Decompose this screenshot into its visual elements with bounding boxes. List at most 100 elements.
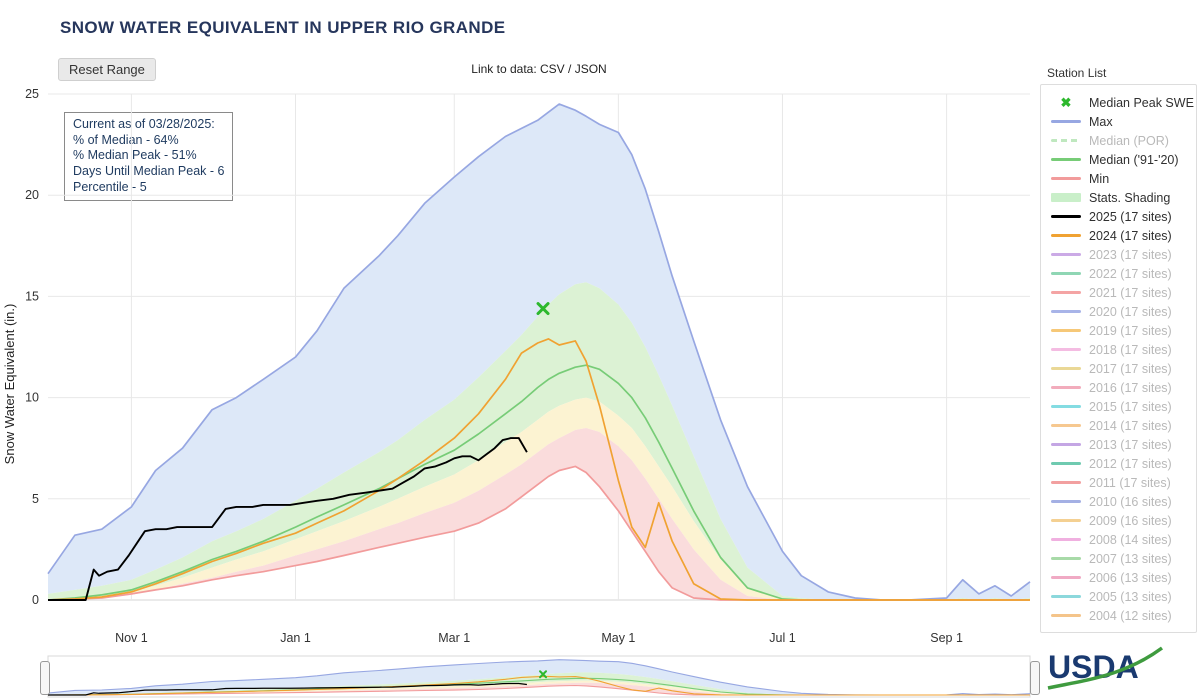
legend-item-label: Max (1089, 114, 1113, 129)
reset-range-button[interactable]: Reset Range (58, 58, 156, 81)
legend-item-median-91-20-[interactable]: Median ('91-'20) (1051, 150, 1196, 169)
series-swatch-icon (1051, 310, 1081, 313)
series-swatch-icon (1051, 443, 1081, 446)
legend-item-2023-17-sites-[interactable]: 2023 (17 sites) (1051, 245, 1196, 264)
legend-item-label: 2015 (17 sites) (1089, 399, 1172, 414)
legend-item-label: Median (POR) (1089, 133, 1169, 148)
series-swatch-icon (1051, 158, 1081, 161)
legend-item-label: 2007 (13 sites) (1089, 551, 1172, 566)
csv-link[interactable]: CSV (540, 62, 565, 76)
y-tick-label: 25 (25, 87, 39, 101)
legend-item-2015-17-sites-[interactable]: 2015 (17 sites) (1051, 397, 1196, 416)
legend-item-2017-17-sites-[interactable]: 2017 (17 sites) (1051, 359, 1196, 378)
annotation-line: % of Median - 64% (73, 132, 179, 147)
series-swatch-icon (1051, 576, 1081, 579)
median-peak-marker-icon: ✖ (1060, 95, 1072, 110)
link-to-data-label: Link to data: (471, 62, 540, 76)
legend-item-label: 2017 (17 sites) (1089, 361, 1172, 376)
station-list-label: Station List (1047, 66, 1107, 80)
legend-item-2007-13-sites-[interactable]: 2007 (13 sites) (1051, 549, 1196, 568)
legend-item-label: 2013 (17 sites) (1089, 437, 1172, 452)
annotation-line: % Median Peak - 51% (73, 148, 197, 163)
legend-item-2018-17-sites-[interactable]: 2018 (17 sites) (1051, 340, 1196, 359)
legend-item-2014-17-sites-[interactable]: 2014 (17 sites) (1051, 416, 1196, 435)
legend-item-min[interactable]: Min (1051, 169, 1196, 188)
main-chart[interactable]: 0 5 10 15 20 25 Nov 1 Jan 1 Mar 1 May 1 Jul 1 Sep 1… (0, 84, 1040, 656)
legend-item-stats-shading[interactable]: Stats. Shading (1051, 188, 1196, 207)
legend-item-label: 2023 (17 sites) (1089, 247, 1172, 262)
series-swatch-icon (1051, 234, 1081, 237)
annotation-line: Percentile - 5 (73, 179, 147, 194)
stats-shading-band-max-to-p70 (48, 659, 1030, 695)
series-swatch-icon (1051, 614, 1081, 617)
legend-item-2021-17-sites-[interactable]: 2021 (17 sites) (1051, 283, 1196, 302)
range-handle-right[interactable] (1030, 661, 1040, 695)
legend-item-label: 2024 (17 sites) (1089, 228, 1172, 243)
legend-item-label: Median Peak SWE (1089, 95, 1194, 110)
series-swatch-icon (1051, 519, 1081, 522)
legend-item-2019-17-sites-[interactable]: 2019 (17 sites) (1051, 321, 1196, 340)
median-peak-swe-marker (536, 302, 550, 316)
legend-item-label: 2022 (17 sites) (1089, 266, 1172, 281)
legend-item-2008-14-sites-[interactable]: 2008 (14 sites) (1051, 530, 1196, 549)
series-swatch-icon (1051, 367, 1081, 370)
series-swatch-icon (1051, 405, 1081, 408)
range-slider[interactable] (0, 655, 1040, 699)
y-tick-label: 10 (25, 391, 39, 405)
legend-item-2004-12-sites-[interactable]: 2004 (12 sites) (1051, 606, 1196, 625)
link-separator: / (564, 62, 575, 76)
json-link[interactable]: JSON (574, 62, 607, 76)
y-axis-title: Snow Water Equivalent (in.) (2, 304, 17, 465)
series-swatch-icon (1051, 177, 1081, 180)
legend-item-label: 2020 (17 sites) (1089, 304, 1172, 319)
legend-item-max[interactable]: Max (1051, 112, 1196, 131)
legend-item-label: 2004 (12 sites) (1089, 608, 1172, 623)
legend-item-label: 2006 (13 sites) (1089, 570, 1172, 585)
stats-shading-band-p30-to-p10 (48, 397, 1030, 600)
stats-shading-band-p70-to-p30 (48, 282, 1030, 600)
legend-item-median-peak-swe[interactable]: ✖ Median Peak SWE (1051, 93, 1196, 112)
legend-item-label: 2018 (17 sites) (1089, 342, 1172, 357)
series-swatch-icon (1051, 272, 1081, 275)
series-y2025-line (48, 437, 528, 601)
median-peak-swe-marker (539, 670, 548, 679)
legend-item-label: 2016 (17 sites) (1089, 380, 1172, 395)
legend-item-2009-16-sites-[interactable]: 2009 (16 sites) (1051, 511, 1196, 530)
annotation-line: Current as of 03/28/2025: (73, 117, 215, 131)
legend-item-2010-16-sites-[interactable]: 2010 (16 sites) (1051, 492, 1196, 511)
usda-swoosh-icon (1047, 646, 1164, 690)
legend-item-2013-17-sites-[interactable]: 2013 (17 sites) (1051, 435, 1196, 454)
legend-item-label: 2021 (17 sites) (1089, 285, 1172, 300)
legend-item-label: 2025 (17 sites) (1089, 209, 1172, 224)
series-swatch-icon (1051, 193, 1081, 202)
y-tick-label: 5 (32, 492, 39, 506)
current-conditions-annotation: Current as of 03/28/2025:% of Median - 6… (64, 112, 234, 202)
series-y2025-line (48, 682, 527, 696)
legend-panel: ✖ Median Peak SWE Max Median (POR) Median ('… (1040, 84, 1197, 633)
legend-item-2024-17-sites-[interactable]: 2024 (17 sites) (1051, 226, 1196, 245)
x-tick-label: Nov 1 (115, 631, 148, 645)
series-swatch-icon (1051, 424, 1081, 427)
legend-item-2022-17-sites-[interactable]: 2022 (17 sites) (1051, 264, 1196, 283)
stats-shading-band-max-to-p70 (48, 104, 1030, 600)
legend-item-2016-17-sites-[interactable]: 2016 (17 sites) (1051, 378, 1196, 397)
page-title: SNOW WATER EQUIVALENT IN UPPER RIO GRAND… (60, 18, 506, 37)
legend-item-2025-17-sites-[interactable]: 2025 (17 sites) (1051, 207, 1196, 226)
range-handle-left[interactable] (40, 661, 50, 695)
legend-item-2006-13-sites-[interactable]: 2006 (13 sites) (1051, 568, 1196, 587)
legend-item-2012-17-sites-[interactable]: 2012 (17 sites) (1051, 454, 1196, 473)
series-swatch-icon (1051, 139, 1081, 142)
legend-item-median-por-[interactable]: Median (POR) (1051, 131, 1196, 150)
x-tick-label: May 1 (601, 631, 635, 645)
legend-item-2020-17-sites-[interactable]: 2020 (17 sites) (1051, 302, 1196, 321)
legend-item-2005-13-sites-[interactable]: 2005 (13 sites) (1051, 587, 1196, 606)
series-swatch-icon (1051, 538, 1081, 541)
legend-item-label: Median ('91-'20) (1089, 152, 1179, 167)
annotation-line: Days Until Median Peak - 6 (73, 163, 225, 178)
x-tick-label: Mar 1 (438, 631, 470, 645)
stats-shading-band-p10-to-min (48, 682, 1030, 695)
usda-logo: USDA (1047, 646, 1164, 690)
legend-item-2011-17-sites-[interactable]: 2011 (17 sites) (1051, 473, 1196, 492)
legend-item-label: 2014 (17 sites) (1089, 418, 1172, 433)
